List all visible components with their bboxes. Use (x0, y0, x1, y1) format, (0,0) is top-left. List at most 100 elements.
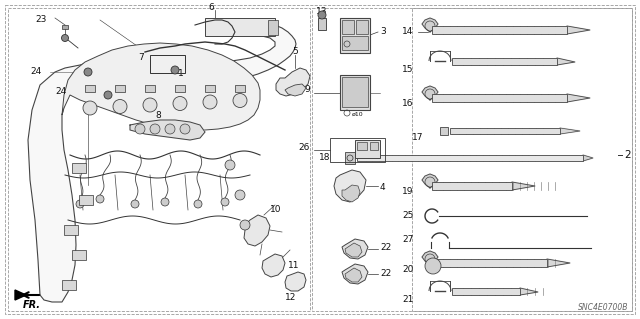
Circle shape (194, 200, 202, 208)
Polygon shape (342, 185, 360, 202)
Circle shape (131, 200, 139, 208)
Polygon shape (557, 58, 575, 65)
Text: 19: 19 (402, 188, 413, 197)
Text: 22: 22 (380, 243, 391, 253)
Bar (145, 85, 155, 92)
Text: 17: 17 (412, 132, 424, 142)
Circle shape (221, 198, 229, 206)
Circle shape (233, 93, 247, 108)
Polygon shape (276, 68, 310, 96)
Bar (79, 195, 93, 205)
Polygon shape (15, 290, 26, 300)
Bar (268, 20, 278, 35)
Text: 4: 4 (380, 183, 386, 192)
Circle shape (143, 98, 157, 112)
Polygon shape (567, 94, 590, 102)
Text: 18: 18 (319, 152, 330, 161)
Bar (342, 77, 368, 107)
Circle shape (225, 160, 235, 170)
PathPatch shape (28, 22, 296, 302)
Text: 3: 3 (380, 26, 386, 35)
Circle shape (83, 101, 97, 115)
Text: 20: 20 (402, 264, 413, 273)
Circle shape (104, 91, 112, 99)
Circle shape (425, 258, 441, 274)
Text: 24: 24 (30, 68, 41, 77)
Bar (175, 85, 185, 92)
Bar (355, 140, 380, 158)
Bar (115, 85, 125, 92)
PathPatch shape (62, 43, 260, 130)
Polygon shape (342, 264, 368, 284)
Text: 8: 8 (155, 110, 161, 120)
Bar (340, 18, 370, 53)
Bar (357, 155, 583, 161)
Bar (440, 127, 448, 135)
Text: 14: 14 (402, 26, 413, 35)
Text: ø10: ø10 (352, 112, 364, 116)
Polygon shape (285, 84, 306, 96)
Bar (432, 94, 567, 102)
Circle shape (180, 124, 190, 134)
Polygon shape (512, 182, 535, 190)
Bar (432, 26, 567, 34)
Bar (450, 128, 560, 134)
Circle shape (84, 68, 92, 76)
Polygon shape (130, 120, 205, 140)
Bar (330, 138, 385, 162)
Text: 26: 26 (299, 144, 310, 152)
Text: 1: 1 (178, 69, 184, 78)
Polygon shape (422, 251, 438, 265)
Bar (62, 25, 68, 29)
Bar (356, 20, 368, 34)
Circle shape (96, 195, 104, 203)
Polygon shape (345, 268, 362, 282)
Polygon shape (342, 239, 368, 259)
Text: 2: 2 (625, 150, 631, 160)
Bar (452, 58, 557, 65)
Bar (345, 152, 355, 164)
Circle shape (150, 124, 160, 134)
Polygon shape (547, 259, 570, 267)
Text: 22: 22 (380, 269, 391, 278)
Bar (312, 8, 632, 311)
Bar (342, 36, 368, 50)
Text: ø75: ø75 (352, 43, 364, 48)
Text: 13: 13 (316, 8, 328, 17)
Text: 21: 21 (402, 294, 413, 303)
Bar (72, 163, 86, 173)
Circle shape (165, 124, 175, 134)
Bar (205, 18, 275, 36)
Polygon shape (334, 170, 366, 202)
Bar (235, 85, 245, 92)
Text: 5: 5 (292, 48, 298, 56)
Circle shape (203, 95, 217, 109)
Polygon shape (583, 155, 593, 161)
Text: 15: 15 (402, 64, 413, 73)
Text: 27: 27 (402, 235, 413, 244)
Text: 7: 7 (138, 54, 144, 63)
Circle shape (76, 200, 84, 208)
Text: 24: 24 (55, 87, 67, 97)
Text: 6: 6 (208, 4, 214, 12)
Text: 23: 23 (35, 16, 46, 25)
Bar (72, 250, 86, 260)
Bar (412, 8, 632, 311)
Bar (62, 280, 76, 290)
Circle shape (318, 11, 326, 19)
Polygon shape (422, 86, 438, 100)
Polygon shape (520, 288, 538, 295)
Circle shape (235, 190, 245, 200)
Bar (85, 85, 95, 92)
Polygon shape (262, 254, 285, 277)
Text: SNC4E0700B: SNC4E0700B (577, 303, 628, 312)
Bar (357, 142, 367, 150)
Text: 9: 9 (304, 85, 310, 94)
Circle shape (240, 220, 250, 230)
Polygon shape (422, 18, 438, 32)
Circle shape (161, 198, 169, 206)
Bar (432, 182, 512, 190)
Bar (8, 8, 310, 311)
Text: 16: 16 (402, 100, 413, 108)
Text: 12: 12 (285, 293, 296, 302)
